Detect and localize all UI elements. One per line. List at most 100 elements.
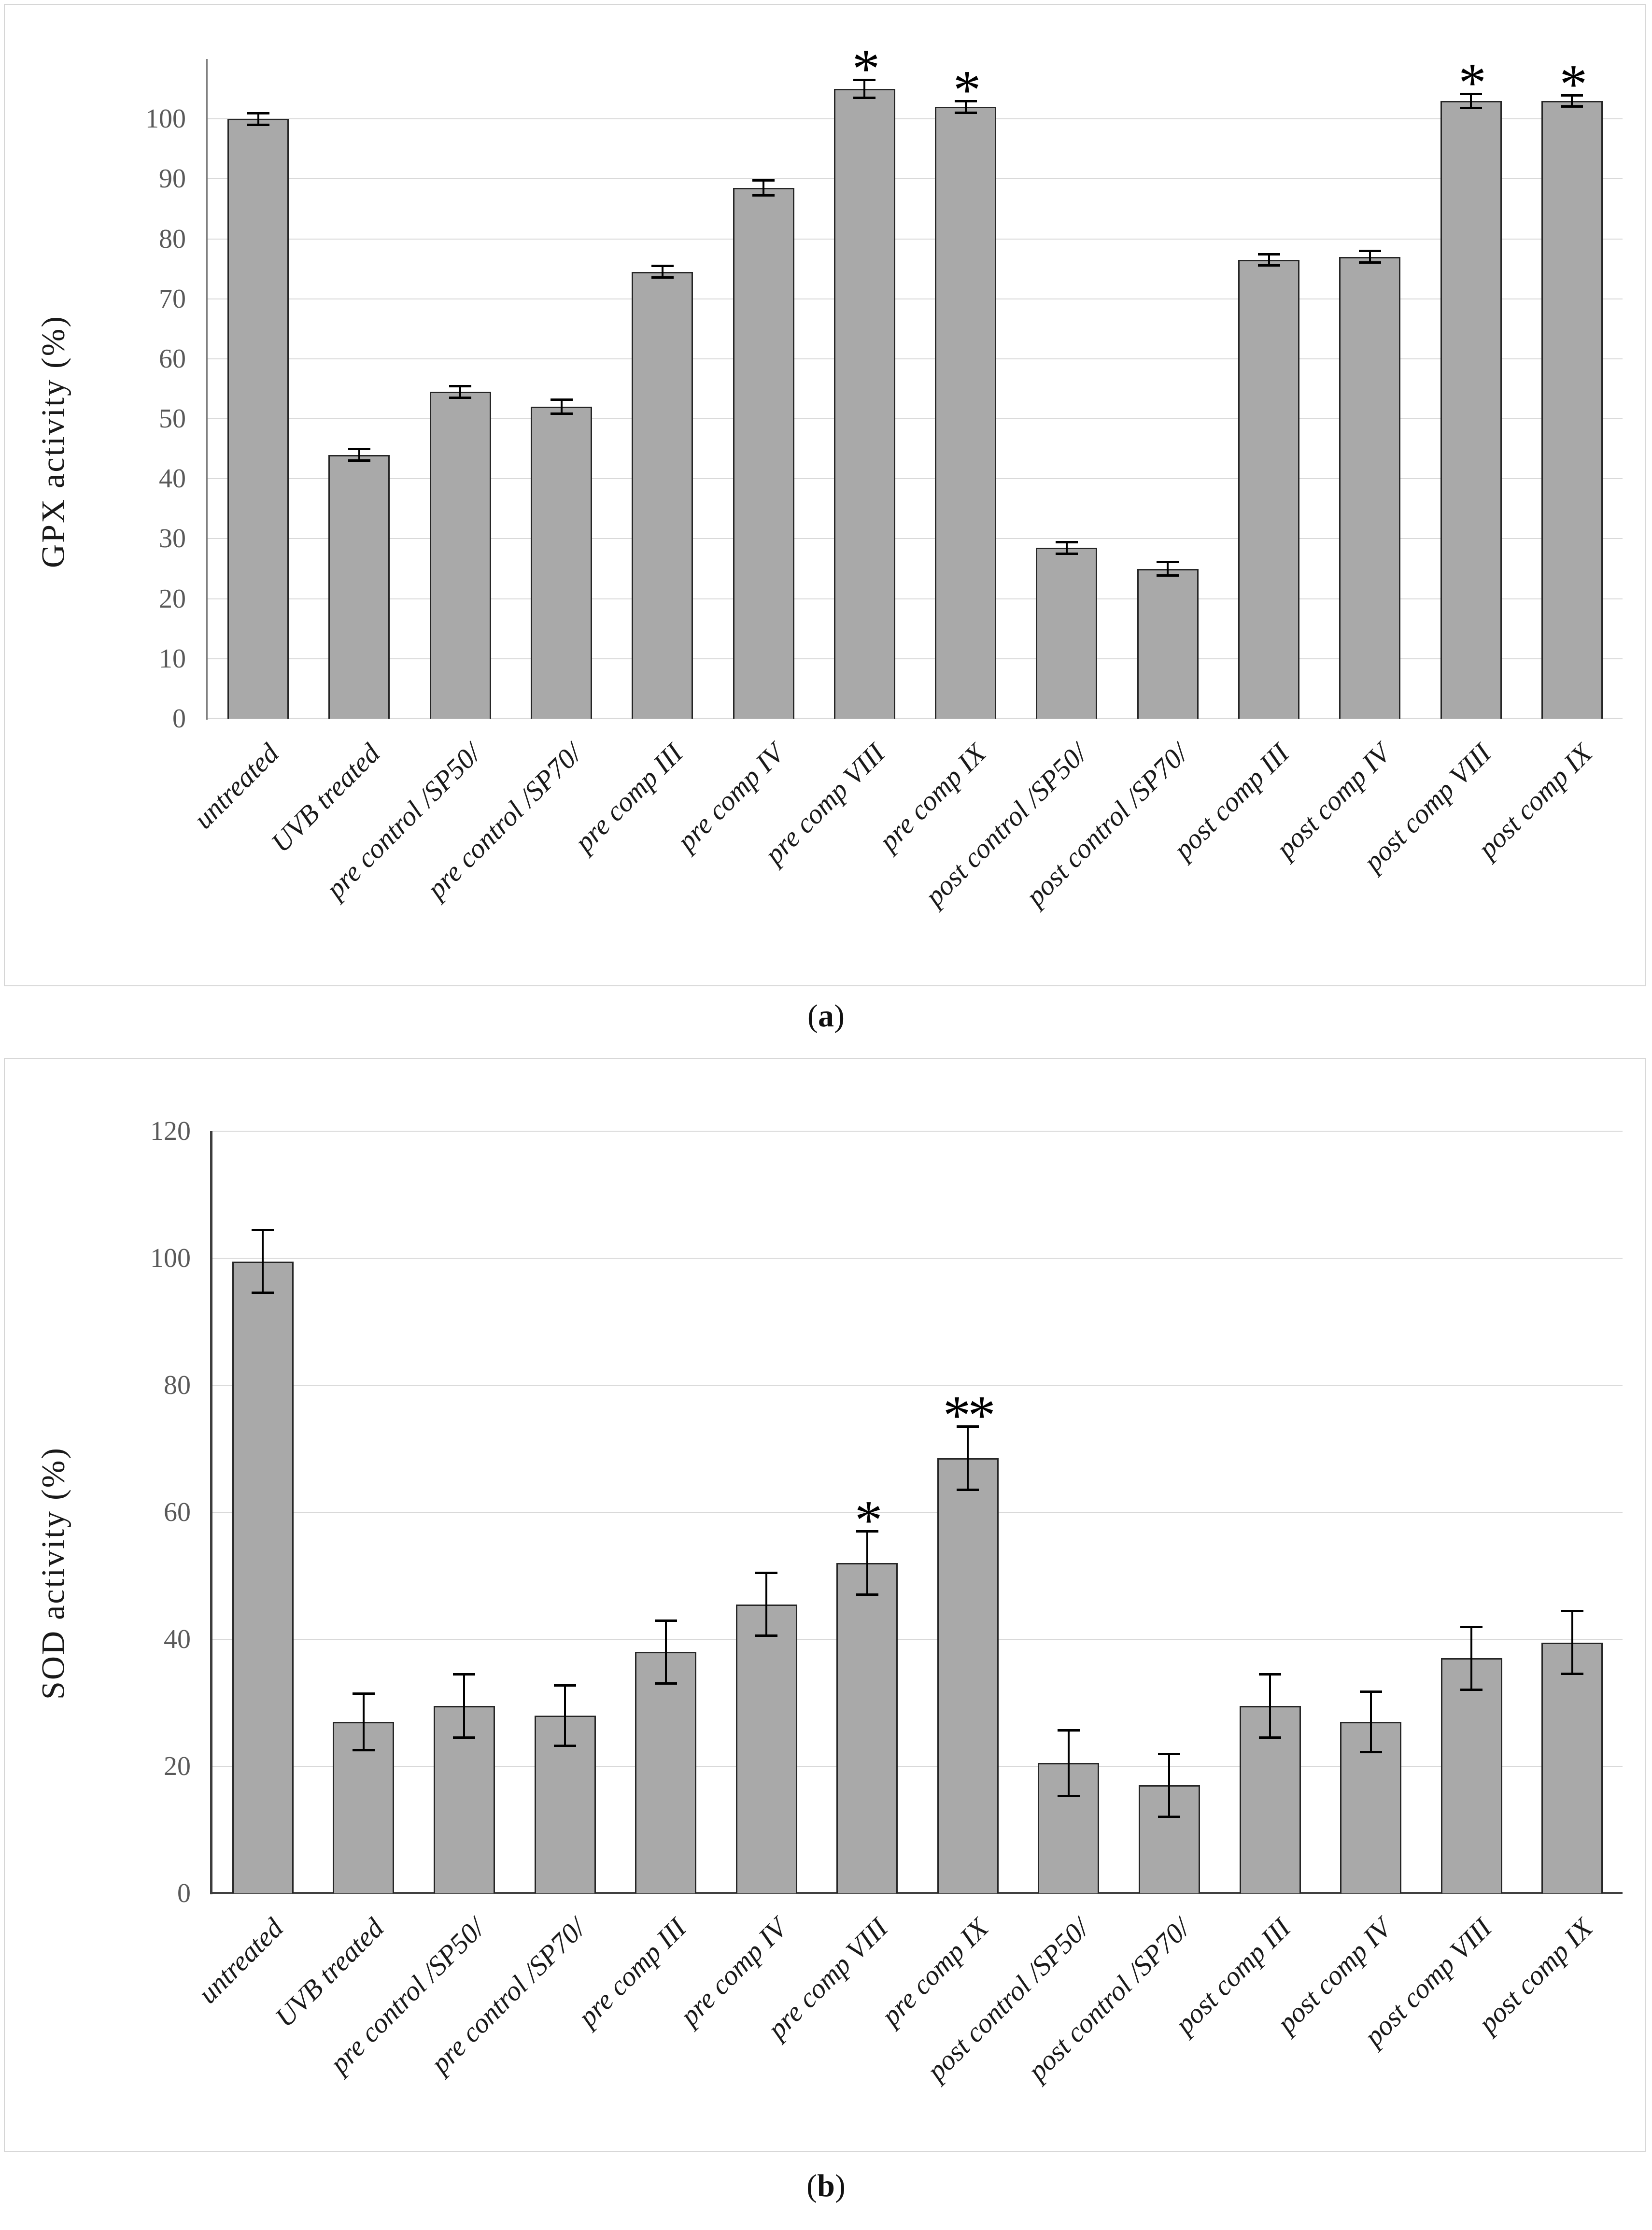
error-bar xyxy=(762,180,765,196)
x-axis-line xyxy=(208,718,1623,719)
gridline xyxy=(208,598,1623,599)
bar xyxy=(1440,1658,1502,1893)
bar xyxy=(935,107,997,719)
significance-asterisk: * xyxy=(1458,52,1486,114)
error-bar-cap-bottom xyxy=(1055,552,1078,555)
error-bar xyxy=(459,385,462,398)
gridline xyxy=(208,538,1623,540)
error-bar-cap-bottom xyxy=(1157,574,1179,577)
error-bar-cap-top xyxy=(1055,540,1078,543)
gridline xyxy=(212,1385,1623,1386)
bar xyxy=(937,1458,999,1893)
y-tick-label: 50 xyxy=(159,404,186,434)
error-bar xyxy=(1065,541,1068,554)
error-bar xyxy=(1470,1626,1473,1690)
gridline xyxy=(208,658,1623,659)
significance-asterisk: * xyxy=(953,59,981,121)
error-bar-cap-top xyxy=(1561,94,1583,97)
caption-b-close: ) xyxy=(834,2168,846,2203)
x-axis-label-text: pre comp III xyxy=(568,737,689,858)
caption-b-letter: b xyxy=(817,2168,835,2203)
error-bar-cap-top xyxy=(957,1425,979,1428)
error-bar-cap-bottom xyxy=(352,1749,375,1752)
error-bar-cap-top xyxy=(453,1673,476,1676)
error-bar xyxy=(262,1229,264,1293)
caption-b: (b) xyxy=(0,2168,1652,2204)
caption-a-open: ( xyxy=(807,998,818,1034)
error-bar xyxy=(362,1693,365,1751)
caption-a: (a) xyxy=(0,998,1652,1035)
y-tick-label: 0 xyxy=(172,704,186,734)
bar xyxy=(733,187,794,719)
gridline xyxy=(208,298,1623,299)
y-tick-label: 60 xyxy=(164,1497,191,1527)
error-bar xyxy=(866,1531,868,1595)
error-bar-cap-bottom xyxy=(1561,105,1583,108)
x-axis-label-text: pre comp III xyxy=(571,1912,692,2033)
error-bar xyxy=(463,1674,466,1738)
y-tick-label: 60 xyxy=(159,343,186,374)
gridline xyxy=(208,358,1623,359)
bar xyxy=(1036,548,1098,719)
x-axis-label-text: untreated xyxy=(192,1912,289,2010)
error-bar xyxy=(560,399,563,414)
bar xyxy=(735,1604,797,1893)
bar xyxy=(1137,568,1199,719)
error-bar-cap-bottom xyxy=(651,276,674,279)
figure-panel-a: 0 10 20 30 40 50 60 70 80 90 100 GPX activity (%) un… xyxy=(4,4,1646,986)
y-tick-label: 120 xyxy=(150,1116,191,1146)
error-bar-cap-bottom xyxy=(1561,1673,1583,1676)
gridline xyxy=(208,238,1623,240)
bar xyxy=(333,1721,395,1893)
y-tick-label: 70 xyxy=(159,284,186,314)
error-bar-cap-top xyxy=(752,179,775,182)
bar xyxy=(227,119,289,719)
y-tick-label: 40 xyxy=(159,464,186,494)
error-bar xyxy=(564,1685,566,1746)
bar xyxy=(429,392,491,719)
error-bar xyxy=(1470,94,1472,108)
error-bar-cap-top xyxy=(1257,253,1280,256)
error-bar xyxy=(967,1426,969,1490)
error-bar-cap-top xyxy=(1157,560,1179,563)
caption-a-close: ) xyxy=(834,998,845,1034)
x-axis-line xyxy=(212,1892,1623,1894)
y-tick-label: 80 xyxy=(164,1370,191,1400)
error-bar xyxy=(358,449,360,461)
bar xyxy=(1440,100,1502,719)
error-bar xyxy=(1067,1730,1070,1796)
y-tick-label: 30 xyxy=(159,524,186,554)
error-bar-cap-bottom xyxy=(1359,1751,1382,1754)
y-axis-line xyxy=(210,1131,212,1894)
error-bar-cap-top xyxy=(651,265,674,268)
significance-asterisk: ** xyxy=(943,1385,996,1447)
y-tick-label: 20 xyxy=(164,1751,191,1781)
error-bar-cap-bottom xyxy=(954,111,977,114)
gridline xyxy=(212,1131,1623,1132)
y-axis-title-text: SOD activity (%) xyxy=(34,1447,71,1700)
error-bar-cap-top xyxy=(1259,1673,1281,1676)
error-bar-cap-bottom xyxy=(1358,261,1381,264)
caption-b-open: ( xyxy=(806,2168,818,2203)
error-bar xyxy=(257,113,259,125)
y-tick-label: 80 xyxy=(159,224,186,254)
gridline xyxy=(212,1258,1623,1259)
error-bar xyxy=(1571,1610,1573,1675)
gridline xyxy=(212,1512,1623,1513)
error-bar-cap-bottom xyxy=(1259,1736,1281,1739)
error-bar xyxy=(661,266,664,278)
error-bar-cap-top xyxy=(1358,250,1381,253)
error-bar-cap-bottom xyxy=(654,1682,677,1685)
gridline xyxy=(212,1766,1623,1767)
bar xyxy=(531,407,592,719)
bar xyxy=(1541,100,1603,719)
error-bar-cap-bottom xyxy=(1460,1689,1483,1691)
bar xyxy=(232,1261,294,1893)
y-tick-label: 90 xyxy=(159,164,186,194)
bar xyxy=(632,271,693,719)
error-bar-cap-top xyxy=(1460,93,1483,96)
error-bar-cap-top xyxy=(1460,1625,1483,1628)
error-bar-cap-top xyxy=(1057,1729,1080,1732)
error-bar-cap-bottom xyxy=(957,1488,979,1491)
y-tick-label: 40 xyxy=(164,1624,191,1654)
